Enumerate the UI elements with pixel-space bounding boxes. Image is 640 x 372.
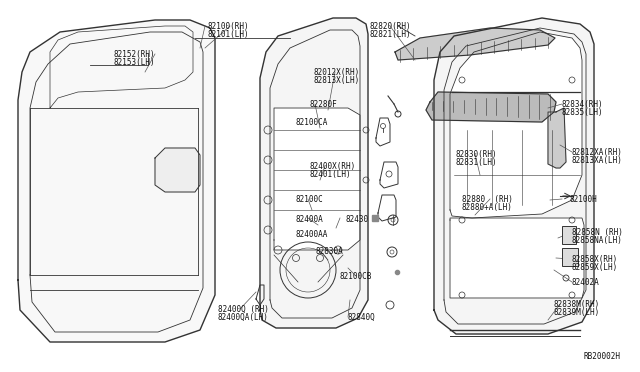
Text: 82858X(RH): 82858X(RH) (572, 255, 618, 264)
Text: 82813X(LH): 82813X(LH) (313, 76, 359, 85)
Polygon shape (395, 28, 555, 60)
Text: 82812XA(RH): 82812XA(RH) (572, 148, 623, 157)
Text: 82830A: 82830A (316, 247, 344, 256)
Text: 82101(LH): 82101(LH) (207, 30, 248, 39)
Text: 82813XA(LH): 82813XA(LH) (572, 156, 623, 165)
Text: 82835(LH): 82835(LH) (562, 108, 604, 117)
Text: 82859X(LH): 82859X(LH) (572, 263, 618, 272)
Polygon shape (548, 108, 566, 168)
Text: 82012X(RH): 82012X(RH) (313, 68, 359, 77)
Text: 82153(LH): 82153(LH) (113, 58, 155, 67)
Text: 82100CB: 82100CB (340, 272, 372, 281)
Text: 82100C: 82100C (296, 195, 324, 204)
Text: 82100CA: 82100CA (296, 118, 328, 127)
Text: 82401(LH): 82401(LH) (310, 170, 351, 179)
Text: 82839M(LH): 82839M(LH) (554, 308, 600, 317)
Text: 82834(RH): 82834(RH) (562, 100, 604, 109)
Text: 82400A: 82400A (296, 215, 324, 224)
Bar (562, 248, 578, 266)
Polygon shape (434, 18, 594, 334)
Text: 82880+A(LH): 82880+A(LH) (462, 203, 513, 212)
Text: 82840Q: 82840Q (348, 313, 376, 322)
Text: 82100(RH): 82100(RH) (207, 22, 248, 31)
Text: 82880  (RH): 82880 (RH) (462, 195, 513, 204)
Text: 82400Q (RH): 82400Q (RH) (218, 305, 269, 314)
Text: 82152(RH): 82152(RH) (113, 50, 155, 59)
Text: 82430: 82430 (345, 215, 368, 224)
Text: 82400X(RH): 82400X(RH) (310, 162, 356, 171)
Text: RB20002H: RB20002H (583, 352, 620, 361)
Polygon shape (18, 20, 215, 342)
Polygon shape (155, 148, 200, 192)
Text: 82831(LH): 82831(LH) (455, 158, 497, 167)
Polygon shape (450, 218, 584, 298)
Text: 82858NA(LH): 82858NA(LH) (572, 236, 623, 245)
Text: 82400QA(LH): 82400QA(LH) (218, 313, 269, 322)
Polygon shape (450, 32, 582, 218)
Text: 82858N (RH): 82858N (RH) (572, 228, 623, 237)
Text: 82400AA: 82400AA (296, 230, 328, 239)
Bar (562, 226, 576, 244)
Text: 82402A: 82402A (572, 278, 600, 287)
Polygon shape (426, 92, 556, 122)
Text: 82838M(RH): 82838M(RH) (554, 300, 600, 309)
Polygon shape (260, 18, 368, 328)
Text: 82821(LH): 82821(LH) (370, 30, 412, 39)
Text: 82820(RH): 82820(RH) (370, 22, 412, 31)
Text: 82100H: 82100H (570, 195, 598, 204)
Polygon shape (274, 108, 360, 250)
Text: 82280F: 82280F (310, 100, 338, 109)
Text: 82830(RH): 82830(RH) (455, 150, 497, 159)
